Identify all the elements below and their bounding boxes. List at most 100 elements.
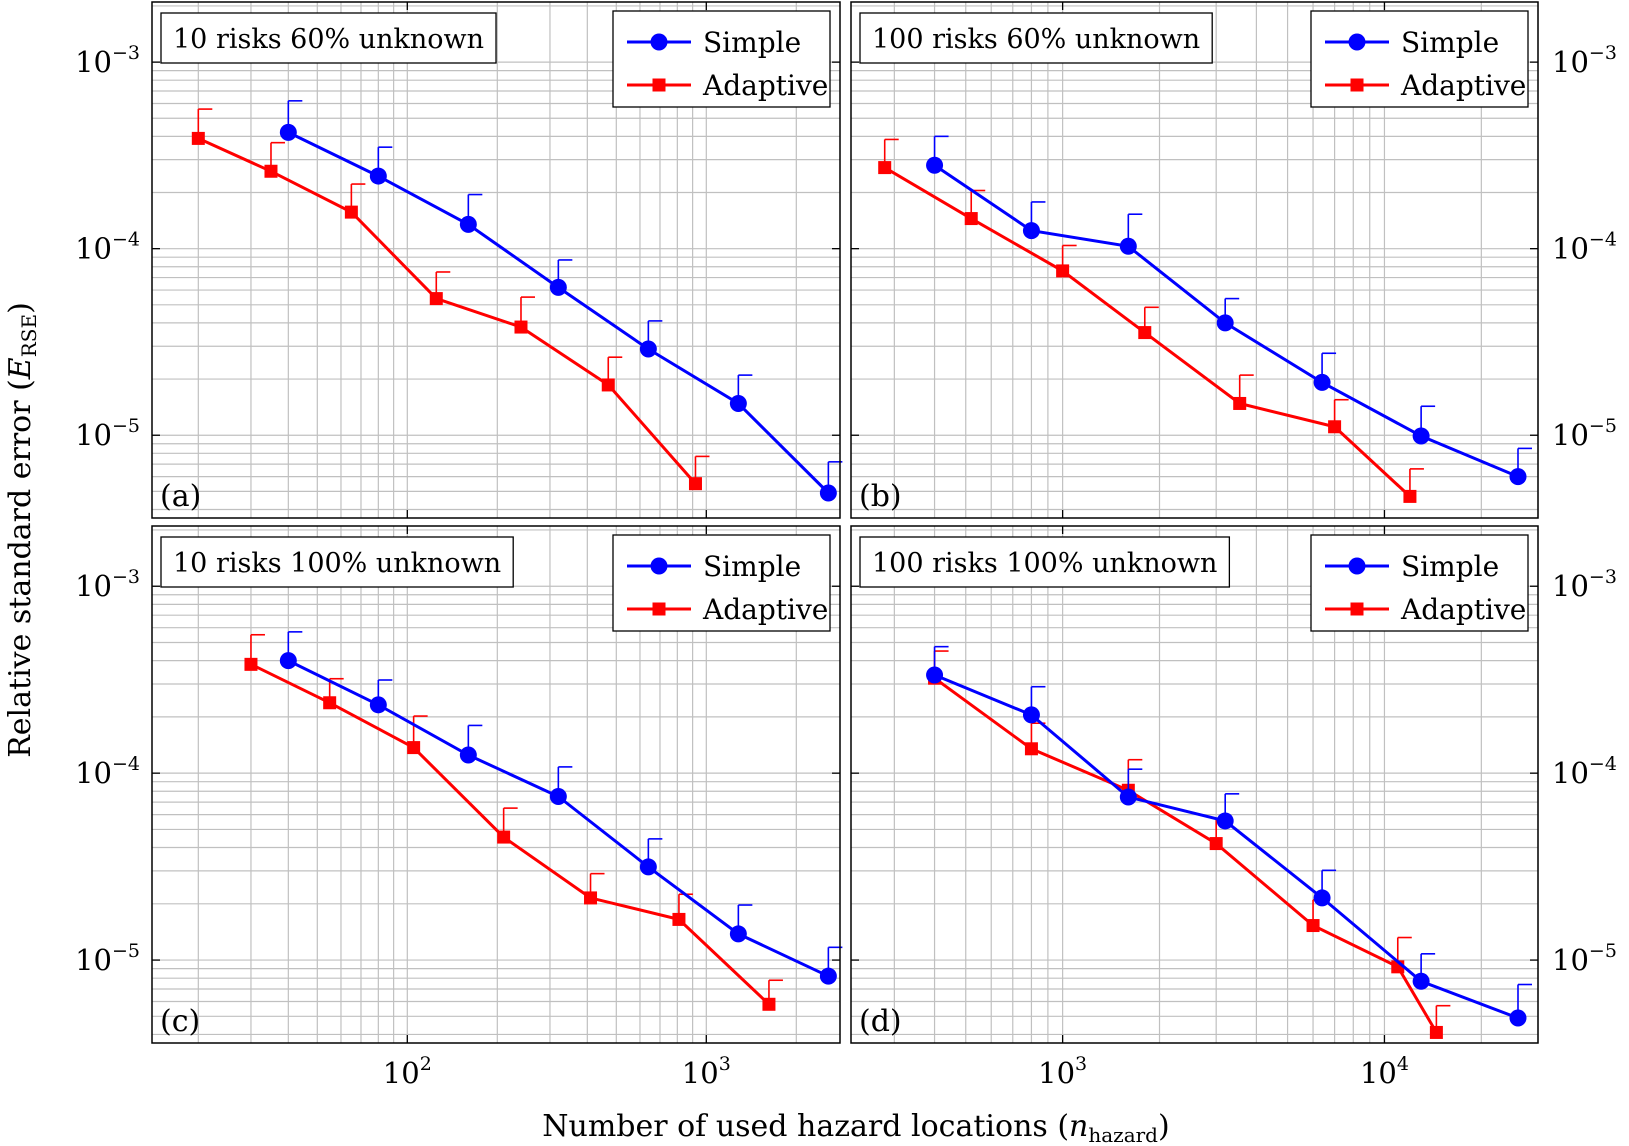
panel-label: (d): [859, 1004, 902, 1039]
data-point: [1429, 1025, 1443, 1039]
data-point: [1216, 314, 1234, 332]
data-point: [729, 925, 747, 943]
data-point: [369, 167, 387, 185]
x-tick-label: 104: [1360, 1053, 1409, 1090]
data-point: [1024, 742, 1038, 756]
series-simple: [279, 631, 843, 985]
y-tick-label: 10−4: [1552, 753, 1617, 790]
legend-label: Adaptive: [702, 69, 828, 102]
panel-label: (c): [160, 1004, 200, 1039]
series-simple: [279, 100, 843, 502]
legend-marker: [1348, 557, 1366, 575]
data-point: [926, 156, 944, 174]
series-adaptive: [244, 633, 783, 1011]
data-point: [1138, 326, 1152, 340]
chart-title: 100 risks 60% unknown: [872, 24, 1200, 55]
data-point: [1233, 396, 1247, 410]
data-point: [1509, 1009, 1527, 1027]
title-box: [859, 12, 1213, 64]
data-point: [688, 477, 702, 491]
plot-frame: [151, 1, 841, 519]
title-box: [160, 536, 514, 588]
legend-label: Adaptive: [1400, 593, 1526, 626]
data-point: [1313, 889, 1331, 907]
data-point: [964, 212, 978, 226]
y-tick-label: 10−5: [75, 940, 140, 977]
data-point: [1403, 489, 1417, 503]
panel-d: 10−3 10−4 10−5 103 104 100 risks 100% unknown…: [850, 525, 1617, 1090]
legend-label: Simple: [703, 26, 801, 59]
y-tick-label: 10−3: [75, 42, 140, 79]
panel-b: 10−3 10−4 10−5 100 risks 60% unknown Simple A…: [850, 1, 1617, 519]
data-point: [459, 215, 477, 233]
data-point: [1216, 812, 1234, 830]
data-point: [1022, 706, 1040, 724]
legend-marker: [1350, 78, 1364, 92]
y-tick-label: 10−4: [75, 753, 140, 790]
panels: 10−3 10−4 10−5 10 risks 60% unknown Simple Ad…: [75, 1, 1617, 1090]
data-point: [762, 997, 776, 1011]
legend-label: Adaptive: [702, 593, 828, 626]
data-point: [819, 967, 837, 985]
legend-label: Simple: [703, 550, 801, 583]
series-simple: [926, 135, 1532, 486]
series-adaptive: [191, 108, 710, 491]
data-point: [514, 320, 528, 334]
data-point: [459, 746, 477, 764]
data-point: [1313, 373, 1331, 391]
legend-marker: [652, 602, 666, 616]
legend-marker: [1348, 33, 1366, 51]
data-point: [191, 131, 205, 145]
x-tick-label: 103: [1038, 1053, 1087, 1090]
data-point: [429, 292, 443, 306]
data-point: [926, 666, 944, 684]
panel-label: (b): [859, 479, 902, 514]
legend-marker: [650, 33, 668, 51]
y-tick-label: 10−3: [1552, 566, 1617, 603]
y-tick-label: 10−4: [75, 229, 140, 266]
y-tick-label: 10−3: [75, 566, 140, 603]
data-point: [1306, 919, 1320, 933]
data-point: [344, 205, 358, 219]
data-point: [279, 652, 297, 670]
data-point: [639, 340, 657, 358]
legend-box: [1310, 10, 1529, 108]
legend-box: [612, 10, 831, 108]
data-point: [549, 278, 567, 296]
data-point: [1119, 237, 1137, 255]
data-point: [1509, 468, 1527, 486]
series-simple: [926, 645, 1532, 1027]
data-point: [1412, 972, 1430, 990]
plot-frame: [850, 525, 1539, 1044]
data-point: [549, 788, 567, 806]
y-tick-label: 10−4: [1552, 229, 1617, 266]
y-tick-label: 10−5: [1552, 940, 1617, 977]
legend-marker: [1350, 602, 1364, 616]
data-point: [244, 657, 258, 671]
data-point: [279, 123, 297, 141]
data-point: [1209, 837, 1223, 851]
data-point: [878, 161, 892, 175]
series-adaptive: [878, 138, 1424, 503]
data-point: [323, 696, 337, 710]
x-axis-label: Number of used hazard locations (nhazard…: [542, 1109, 1169, 1146]
data-point: [819, 484, 837, 502]
data-point: [1119, 788, 1137, 806]
data-point: [672, 912, 686, 926]
data-point: [497, 830, 511, 844]
chart-title: 10 risks 100% unknown: [173, 548, 501, 579]
data-point: [1412, 427, 1430, 445]
title-box: [859, 536, 1231, 588]
y-tick-label: 10−5: [1552, 415, 1617, 452]
data-point: [601, 378, 615, 392]
data-point: [1056, 264, 1070, 278]
data-point: [264, 164, 278, 178]
title-box: [160, 12, 497, 64]
legend-box: [1310, 534, 1529, 632]
legend-label: Simple: [1401, 26, 1499, 59]
panel-c: 10−3 10−4 10−5 102 103 10 risks 100% unknown S…: [75, 525, 843, 1090]
panel-label: (a): [160, 479, 201, 514]
data-point: [729, 394, 747, 412]
legend-label: Adaptive: [1400, 69, 1526, 102]
